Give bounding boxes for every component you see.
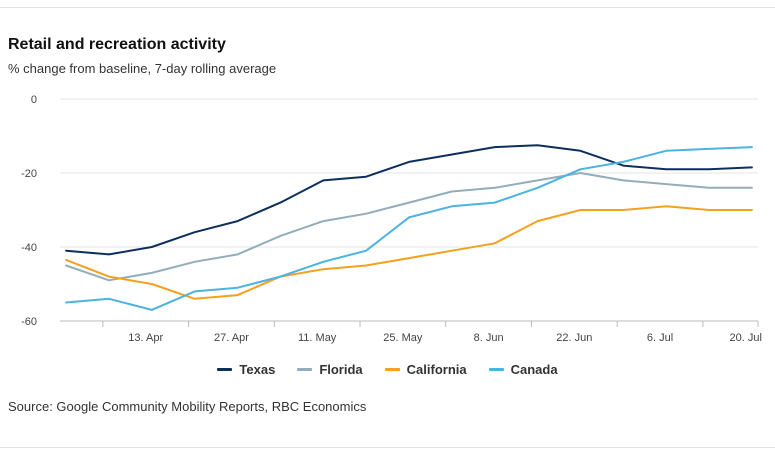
legend-label: Canada	[510, 362, 558, 377]
x-tick-label: 11. May	[298, 332, 337, 344]
legend-item-florida[interactable]: Florida	[297, 362, 363, 377]
legend-label: California	[406, 362, 467, 377]
series-line-texas	[65, 144, 753, 256]
y-axis-ticks: 0 -20 -40 -60	[21, 94, 37, 328]
legend-swatch	[488, 368, 504, 371]
x-tick-label: 6. Jul	[647, 332, 673, 344]
x-tick-label: 27. Apr	[214, 332, 249, 344]
y-tick-label: -40	[21, 242, 37, 254]
y-tick-label: -20	[21, 168, 37, 180]
legend-item-texas[interactable]: Texas	[217, 362, 275, 377]
x-tick-label: 22. Jun	[556, 332, 592, 344]
chart-subtitle: % change from baseline, 7-day rolling av…	[8, 61, 277, 76]
legend-label: Texas	[239, 362, 276, 377]
x-tick-label: 8. Jun	[474, 332, 504, 344]
series-lines	[65, 144, 753, 311]
legend-swatch	[217, 368, 233, 371]
x-tick-label: 13. Apr	[128, 332, 163, 344]
grid-lines	[60, 98, 758, 248]
legend-item-canada[interactable]: Canada	[488, 362, 558, 377]
series-line-canada	[65, 146, 753, 311]
legend: Texas Florida California Canada	[0, 362, 775, 377]
line-chart: 0 -20 -40 -60 13. Apr 27. Apr 11. May 25. May 8…	[21, 94, 762, 344]
legend-swatch	[297, 368, 313, 371]
y-tick-label: -60	[21, 316, 37, 328]
chart-title: Retail and recreation activity	[8, 36, 226, 53]
series-line-florida	[65, 172, 753, 282]
legend-label: Florida	[319, 362, 363, 377]
x-axis: 13. Apr 27. Apr 11. May 25. May 8. Jun 22. Ju…	[60, 320, 762, 344]
x-tick-label: 25. May	[383, 332, 423, 344]
top-divider	[0, 7, 775, 8]
x-tick-label: 20. Jul	[730, 332, 762, 344]
bottom-divider	[0, 447, 775, 448]
y-tick-label: 0	[31, 94, 37, 106]
series-line-california	[65, 205, 753, 300]
legend-item-california[interactable]: California	[384, 362, 467, 377]
source-note: Source: Google Community Mobility Report…	[8, 399, 367, 414]
legend-swatch	[384, 368, 400, 371]
